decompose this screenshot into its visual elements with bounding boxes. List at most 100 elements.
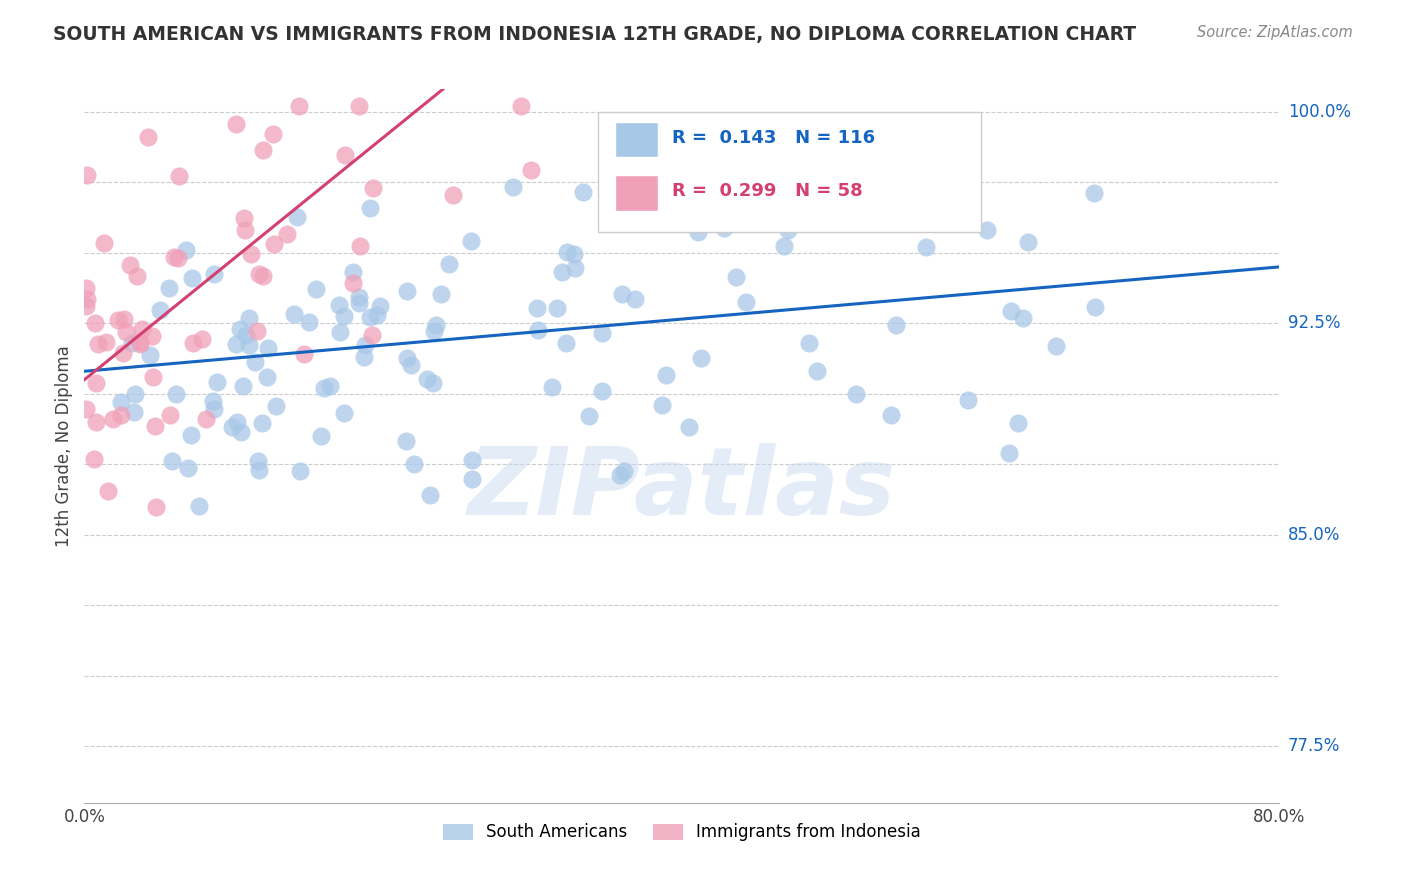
Point — [572, 186, 595, 200]
Point — [332, 309, 354, 323]
Point — [401, 358, 423, 372]
Point — [194, 412, 217, 426]
Point — [328, 298, 350, 312]
Point — [83, 316, 105, 330]
Point — [238, 311, 260, 326]
Point — [718, 212, 741, 227]
Point — [232, 379, 254, 393]
Point — [165, 387, 187, 401]
Point — [678, 419, 700, 434]
Point — [247, 463, 270, 477]
Point — [83, 452, 105, 467]
Point — [353, 338, 375, 352]
Point — [239, 247, 262, 261]
Point — [159, 408, 181, 422]
Point — [225, 336, 247, 351]
Point — [425, 318, 447, 333]
Point — [359, 202, 381, 216]
Point — [305, 282, 328, 296]
Point — [370, 299, 392, 313]
Point — [128, 337, 150, 351]
Point — [439, 257, 461, 271]
Point — [112, 311, 135, 326]
Point — [75, 281, 97, 295]
Point — [246, 324, 269, 338]
Point — [118, 258, 141, 272]
Point — [349, 239, 371, 253]
Point — [283, 307, 305, 321]
Point — [591, 326, 613, 341]
Point — [131, 321, 153, 335]
Point — [136, 130, 159, 145]
FancyBboxPatch shape — [599, 112, 981, 232]
Point — [527, 324, 550, 338]
Point — [75, 401, 97, 416]
Point — [591, 384, 613, 398]
Point — [229, 322, 252, 336]
Point — [361, 328, 384, 343]
Point — [124, 387, 146, 401]
Point — [724, 269, 747, 284]
Point — [689, 351, 711, 365]
Point — [125, 268, 148, 283]
Point — [298, 315, 321, 329]
FancyBboxPatch shape — [616, 177, 658, 211]
Point — [122, 405, 145, 419]
Point — [149, 302, 172, 317]
Point — [502, 180, 524, 194]
Point — [256, 370, 278, 384]
Text: 100.0%: 100.0% — [1288, 103, 1351, 120]
Point — [778, 222, 800, 236]
Point — [416, 372, 439, 386]
Point — [221, 419, 243, 434]
Point — [806, 364, 828, 378]
Y-axis label: 12th Grade, No Diploma: 12th Grade, No Diploma — [55, 345, 73, 547]
Point — [1007, 416, 1029, 430]
Point — [93, 236, 115, 251]
Point — [114, 325, 136, 339]
Point — [551, 265, 574, 279]
Text: R =  0.143   N = 116: R = 0.143 N = 116 — [672, 129, 876, 147]
Point — [285, 210, 308, 224]
Point — [167, 169, 190, 183]
Point — [441, 188, 464, 202]
Point — [342, 265, 364, 279]
Point — [342, 276, 364, 290]
Point — [332, 406, 354, 420]
Point — [997, 445, 1019, 459]
Point — [139, 348, 162, 362]
Point — [884, 318, 907, 333]
Point — [160, 454, 183, 468]
Point — [166, 251, 188, 265]
Point — [141, 328, 163, 343]
Point — [956, 393, 979, 408]
Point — [526, 301, 548, 315]
Point — [329, 326, 352, 340]
Point — [225, 117, 247, 131]
Point — [129, 334, 152, 349]
Point — [288, 464, 311, 478]
Point — [1000, 303, 1022, 318]
Point — [713, 220, 735, 235]
Point — [546, 301, 568, 316]
Point — [101, 411, 124, 425]
Point — [772, 239, 794, 253]
Point — [651, 398, 673, 412]
Point — [541, 379, 564, 393]
Point — [191, 332, 214, 346]
Point — [562, 247, 585, 261]
Point — [366, 308, 388, 322]
Point — [76, 169, 98, 183]
Point — [880, 408, 903, 422]
Text: SOUTH AMERICAN VS IMMIGRANTS FROM INDONESIA 12TH GRADE, NO DIPLOMA CORRELATION C: SOUTH AMERICAN VS IMMIGRANTS FROM INDONE… — [53, 25, 1136, 44]
Point — [263, 236, 285, 251]
Point — [247, 267, 270, 281]
Legend: South Americans, Immigrants from Indonesia: South Americans, Immigrants from Indones… — [436, 817, 928, 848]
Point — [246, 453, 269, 467]
Point — [686, 225, 709, 239]
Point — [205, 376, 228, 390]
Text: 85.0%: 85.0% — [1288, 526, 1340, 544]
Point — [1083, 186, 1105, 201]
Point — [423, 325, 446, 339]
Point — [112, 346, 135, 360]
